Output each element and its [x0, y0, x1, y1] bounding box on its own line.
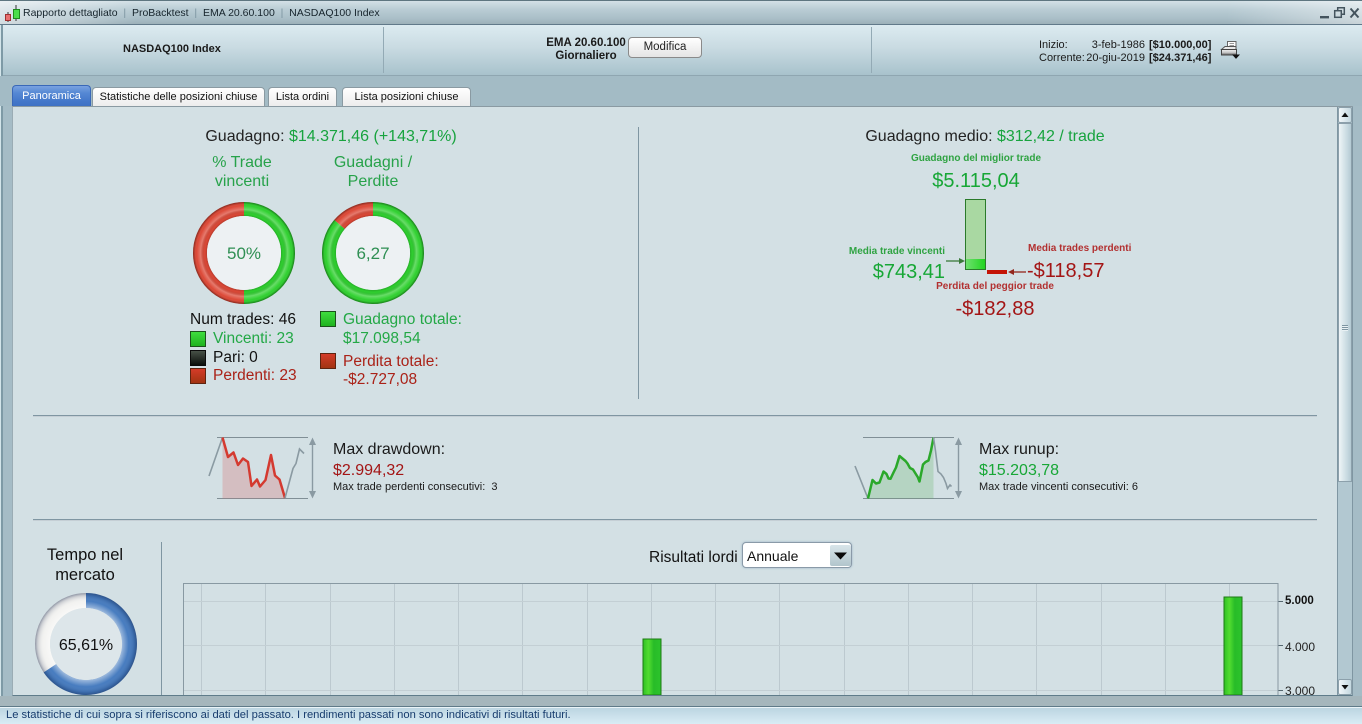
svg-text:6,27: 6,27: [356, 244, 389, 263]
svg-text:65,61%: 65,61%: [59, 637, 113, 654]
svg-text:50%: 50%: [227, 244, 261, 263]
